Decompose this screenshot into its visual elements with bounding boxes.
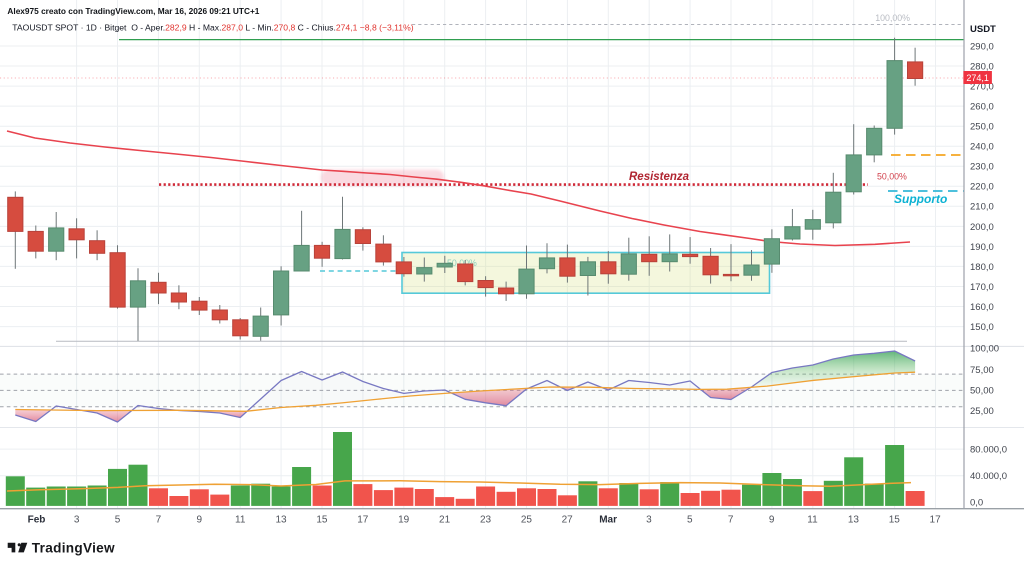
svg-text:9: 9 — [197, 515, 203, 526]
svg-text:50,00: 50,00 — [970, 386, 994, 397]
svg-text:19: 19 — [398, 515, 410, 526]
svg-text:7: 7 — [728, 515, 734, 526]
svg-text:Resistenza: Resistenza — [629, 171, 690, 183]
svg-text:15: 15 — [889, 515, 901, 526]
svg-text:40.000,0: 40.000,0 — [970, 471, 1007, 482]
svg-text:Alex975 creato con TradingView: Alex975 creato con TradingView.com, Mar … — [7, 6, 259, 16]
svg-text:13: 13 — [848, 515, 860, 526]
svg-text:TradingView: TradingView — [32, 540, 115, 555]
svg-text:Supporto: Supporto — [894, 192, 947, 206]
svg-text:25: 25 — [521, 515, 533, 526]
svg-text:Mar: Mar — [599, 515, 617, 526]
svg-text:240,0: 240,0 — [970, 142, 994, 153]
svg-text:100,00%: 100,00% — [875, 13, 910, 23]
svg-text:150,0: 150,0 — [970, 322, 994, 333]
svg-text:160,0: 160,0 — [970, 302, 994, 313]
svg-text:15: 15 — [316, 515, 328, 526]
svg-text:260,0: 260,0 — [970, 102, 994, 113]
svg-text:50,00%: 50,00% — [447, 258, 477, 268]
svg-text:17: 17 — [930, 515, 942, 526]
svg-text:11: 11 — [807, 515, 818, 526]
svg-text:23: 23 — [480, 515, 492, 526]
svg-text:170,0: 170,0 — [970, 282, 994, 293]
svg-text:270,0: 270,0 — [970, 82, 994, 93]
svg-text:25,00: 25,00 — [970, 406, 994, 417]
svg-text:190,0: 190,0 — [970, 242, 994, 253]
svg-text:5: 5 — [115, 515, 121, 526]
svg-text:220,0: 220,0 — [970, 182, 994, 193]
svg-text:17: 17 — [357, 515, 369, 526]
svg-text:80.000,0: 80.000,0 — [970, 445, 1007, 456]
svg-text:3: 3 — [74, 515, 80, 526]
svg-text:27: 27 — [562, 515, 574, 526]
svg-text:200,0: 200,0 — [970, 222, 994, 233]
svg-text:75,00: 75,00 — [970, 365, 994, 376]
svg-text:180,0: 180,0 — [970, 262, 994, 273]
svg-text:TAOUSDT SPOT · 1D · Bitget O: TAOUSDT SPOT · 1D · Bitget O - Aper.282,… — [12, 23, 413, 33]
svg-text:0,0: 0,0 — [970, 498, 983, 509]
svg-text:USDT: USDT — [970, 24, 996, 35]
svg-text:21: 21 — [439, 515, 451, 526]
svg-text:7: 7 — [156, 515, 162, 526]
svg-text:250,0: 250,0 — [970, 122, 994, 133]
svg-text:274,1: 274,1 — [966, 73, 989, 83]
svg-text:Feb: Feb — [28, 515, 46, 526]
svg-text:280,0: 280,0 — [970, 61, 994, 72]
svg-text:13: 13 — [275, 515, 287, 526]
svg-text:230,0: 230,0 — [970, 162, 994, 173]
svg-text:100,00: 100,00 — [970, 343, 999, 354]
svg-text:3: 3 — [646, 515, 652, 526]
svg-text:11: 11 — [235, 515, 246, 526]
svg-text:290,0: 290,0 — [970, 41, 994, 52]
svg-text:210,0: 210,0 — [970, 202, 994, 213]
svg-text:5: 5 — [687, 515, 693, 526]
svg-text:50,00%: 50,00% — [877, 172, 907, 182]
svg-text:9: 9 — [769, 515, 775, 526]
